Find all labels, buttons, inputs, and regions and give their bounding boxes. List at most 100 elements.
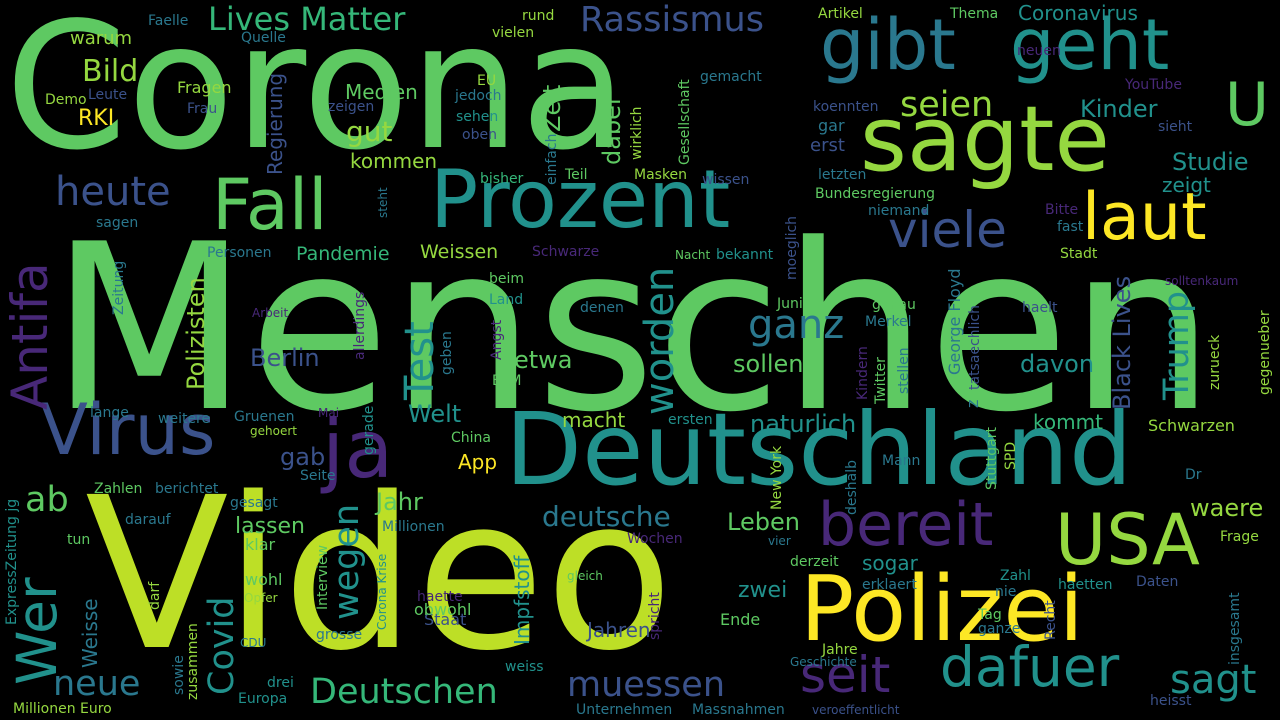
word-neuen: neuen <box>1017 43 1061 59</box>
word-staat: Staat <box>424 610 467 629</box>
word-denen: denen <box>580 300 624 316</box>
word-einfach: einfach <box>544 133 560 185</box>
word-seit: seit <box>800 646 891 704</box>
word-geht: geht <box>1010 4 1170 86</box>
word-nacht: Nacht <box>675 248 711 262</box>
word-gehoert: gehoert <box>250 424 297 438</box>
word-juni: Juni <box>777 296 803 312</box>
word-gemacht: gemacht <box>700 69 762 85</box>
word-tag: Tag <box>978 607 1002 623</box>
word-app: App <box>458 450 498 474</box>
word-thema: Thema <box>950 6 999 22</box>
word-merkel: Merkel <box>865 314 912 330</box>
word-medien: Medien <box>345 80 418 104</box>
word-teil: Teil <box>565 167 588 183</box>
word-sagt: sagt <box>1170 657 1257 703</box>
word-twitter: Twitter <box>873 357 889 404</box>
word-wissen: wissen <box>702 172 750 188</box>
word-kommt: kommt <box>1033 410 1103 434</box>
word-naturlich: naturlich <box>750 410 857 438</box>
word-gesagt: gesagt <box>230 495 278 511</box>
word-wohl: wohl <box>245 570 283 589</box>
word-welt: Welt <box>408 400 462 428</box>
word-zwei: zwei <box>738 578 788 603</box>
word-viele: viele <box>888 201 1007 259</box>
word-geschichte: Geschichte <box>790 655 857 669</box>
word-warum: warum <box>70 28 133 49</box>
word-z: z <box>963 399 982 408</box>
word-seien: seien <box>900 85 994 125</box>
word-leben: Leben <box>727 508 800 536</box>
word-sagte: sagte <box>860 87 1110 192</box>
word-berichtet: berichtet <box>155 481 219 497</box>
word-eu: EU <box>477 73 497 89</box>
word-corona-krise: Corona Krise <box>375 553 389 630</box>
word-pandemie: Pandemie <box>296 243 390 265</box>
word-weitere: weitere <box>158 411 211 427</box>
word-daten: Daten <box>1136 574 1179 590</box>
word-ganz: ganz <box>748 302 845 348</box>
word-gerade: gerade <box>361 405 377 455</box>
word-wirklich: wirklich <box>629 106 645 160</box>
word-insgesamt: insgesamt <box>1227 592 1243 665</box>
word-gab: gab <box>280 443 326 471</box>
word-zahl: Zahl <box>1000 568 1031 584</box>
word-schwarze: Schwarze <box>532 244 600 260</box>
word-spd: SPD <box>1003 441 1019 470</box>
word-sieht: sieht <box>1158 119 1193 135</box>
word-sehen: sehen <box>456 109 499 125</box>
word-bekannt: bekannt <box>716 247 774 263</box>
word-allerdings: allerdings <box>352 291 368 360</box>
word-geben: geben <box>439 331 455 375</box>
word-fall: Fall <box>212 164 328 246</box>
word-recht: Recht <box>1043 600 1059 640</box>
word-gegenueber: gegenueber <box>1257 310 1273 395</box>
word-angst: Angst <box>489 319 505 360</box>
word-coronavirus: Coronavirus <box>1018 1 1138 25</box>
word-davon: davon <box>1020 350 1095 378</box>
word-wochen: Wochen <box>627 531 683 547</box>
word-heisst: heisst <box>1150 693 1192 709</box>
word-bitte: Bitte <box>1045 202 1079 218</box>
word-ende: Ende <box>720 610 761 629</box>
word-grosse: grosse <box>316 627 363 643</box>
word-genau: genau <box>872 297 916 313</box>
word-new-york: New York <box>769 445 785 510</box>
word-quelle: Quelle <box>241 30 286 46</box>
word-deutschland: Deutschland <box>505 391 1133 508</box>
word-youtube: YouTube <box>1125 77 1182 93</box>
word-deshalb: deshalb <box>844 459 860 515</box>
word-spricht: spricht <box>647 592 663 640</box>
word-darauf: darauf <box>125 512 171 528</box>
word-kindern: Kindern <box>855 346 871 400</box>
word-bereit: bereit <box>818 490 994 560</box>
word-lange: lange <box>90 405 129 421</box>
word-zeigen: zeigen <box>328 99 375 115</box>
word-gut: gut <box>346 115 393 148</box>
word-niemand: niemand <box>868 203 930 219</box>
word-mai: Mai <box>318 406 340 420</box>
word-frau: Frau <box>187 101 218 117</box>
word-ganze: ganze <box>978 621 1021 637</box>
word-weissen: Weissen <box>420 241 499 263</box>
word-zeitung: Zeitung <box>111 260 127 315</box>
word-bisher: bisher <box>480 171 524 187</box>
word-rki: RKI <box>78 106 115 131</box>
word-prozent: Prozent <box>430 153 731 246</box>
word-worden: worden <box>637 266 683 415</box>
word-gruenen: Gruenen <box>234 409 295 425</box>
word-unternehmen: Unternehmen <box>576 702 673 718</box>
word-jedoch: jedoch <box>455 88 502 104</box>
word-wegen: wegen <box>327 503 367 620</box>
word-impfstoff: Impfstoff <box>510 555 534 645</box>
word-menschen: Menschen <box>50 196 1216 463</box>
word-jahr: Jahr <box>376 488 423 516</box>
word-kommen: kommen <box>350 149 438 173</box>
word-ersten: ersten <box>668 412 713 428</box>
word-demo: Demo <box>45 92 87 108</box>
word-erst: erst <box>810 135 845 156</box>
word-zeit: Zeit <box>538 84 566 132</box>
word-zurueck: zurueck <box>1207 334 1223 390</box>
word-land: Land <box>489 292 524 308</box>
word-rassismus: Rassismus <box>580 0 764 40</box>
